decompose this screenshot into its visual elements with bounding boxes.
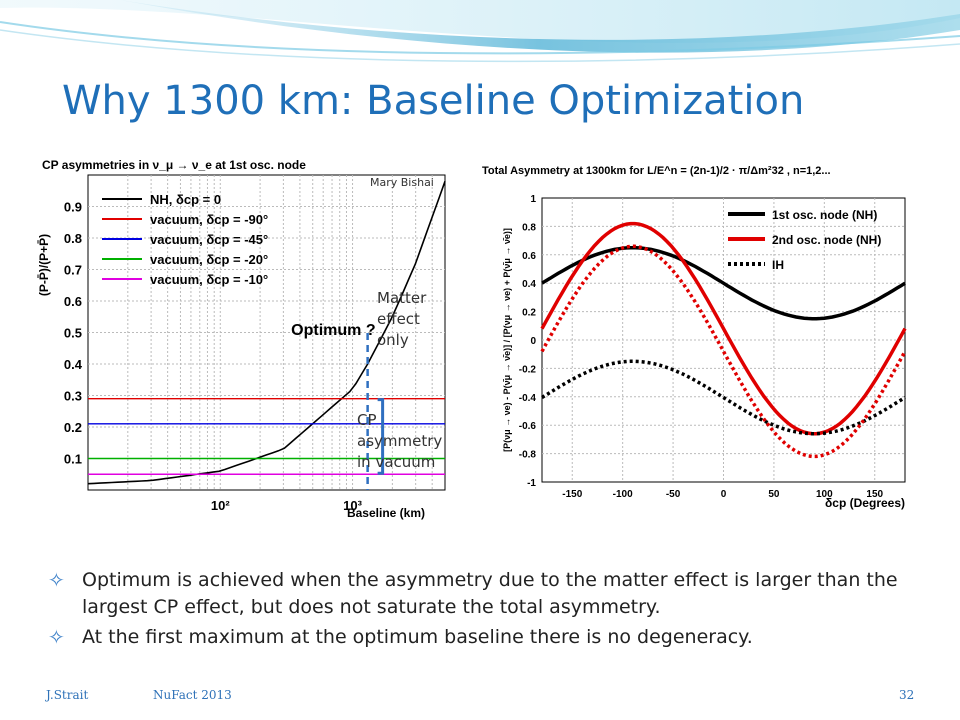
y-tick-label: -1 bbox=[527, 478, 536, 489]
y-tick-label: 1 bbox=[530, 194, 536, 205]
y-tick-label: -0.8 bbox=[519, 450, 537, 461]
series-line bbox=[541, 359, 906, 436]
cp-bracket bbox=[377, 398, 385, 475]
y-tick-label: 0.5 bbox=[64, 326, 82, 341]
x-tick-label: 100 bbox=[816, 489, 833, 500]
y-tick-label: -0.4 bbox=[519, 393, 537, 404]
y-tick-label: 0.7 bbox=[64, 263, 82, 278]
y-tick-label: 0.8 bbox=[64, 231, 82, 246]
series-line bbox=[540, 244, 907, 459]
legend-label: vacuum, δcp = -45° bbox=[150, 232, 268, 247]
y-tick-label: 0.6 bbox=[64, 294, 82, 309]
legend-label: vacuum, δcp = -90° bbox=[150, 212, 268, 227]
x-axis-label: δcp (Degrees) bbox=[825, 496, 905, 510]
x-tick-label: 10³ bbox=[343, 498, 362, 513]
legend-label: vacuum, δcp = -10° bbox=[150, 272, 268, 287]
y-tick-label: 0 bbox=[530, 336, 536, 347]
x-tick-label: -50 bbox=[666, 489, 681, 500]
bullet-list: ✧ Optimum is achieved when the asymmetry… bbox=[44, 567, 934, 654]
footer-page-number: 32 bbox=[899, 688, 915, 702]
y-axis-label: [P(νμ → νe) - P(ν̄μ → ν̄e)] / [P(νμ → νe… bbox=[502, 228, 512, 452]
cp-vacuum-line: asymmetry bbox=[357, 432, 443, 450]
matter-effect-line: only bbox=[377, 331, 409, 349]
y-tick-label: 0.2 bbox=[522, 308, 536, 319]
series-line bbox=[540, 221, 907, 436]
x-tick-label: 0 bbox=[721, 489, 727, 500]
cp-vacuum-line: in vacuum bbox=[357, 453, 436, 471]
four-point-star-icon: ✧ bbox=[48, 568, 65, 592]
bullet-item: ✧ At the first maximum at the optimum ba… bbox=[44, 624, 934, 651]
y-tick-label: 0.9 bbox=[64, 200, 82, 215]
chart-background bbox=[30, 155, 460, 527]
legend-label: 2nd osc. node (NH) bbox=[772, 233, 881, 247]
x-tick-label: 50 bbox=[768, 489, 780, 500]
series-line bbox=[87, 181, 446, 485]
header-swoosh-decoration bbox=[0, 0, 960, 63]
footer-author: J.Strait bbox=[46, 688, 89, 702]
y-tick-label: 0.4 bbox=[522, 279, 536, 290]
x-tick-label: 10² bbox=[211, 498, 230, 513]
series-line bbox=[541, 245, 906, 321]
x-tick-label: -100 bbox=[613, 489, 633, 500]
matter-effect-line: Matter bbox=[377, 289, 427, 307]
matter-effect-line: effect bbox=[377, 310, 420, 328]
x-tick-label: 150 bbox=[866, 489, 883, 500]
total-asymmetry-chart: -1 -0.8 -0.6 -0.4 -0.2 0 0.2 0.4 0.6 0.8 1 -150 -100… bbox=[470, 152, 910, 524]
baseline-asymmetry-chart: 0.1 0.2 0.3 0.4 0.5 0.6 0.7 0.8 0.9 10² 10³ CP asym… bbox=[30, 155, 460, 527]
x-axis-label: Baseline (km) bbox=[347, 506, 425, 520]
chart-title: Total Asymmetry at 1300km for L/E^n = (2… bbox=[482, 165, 831, 177]
bullet-text: At the first maximum at the optimum base… bbox=[82, 626, 753, 648]
x-tick-label: -150 bbox=[562, 489, 582, 500]
bullet-item: ✧ Optimum is achieved when the asymmetry… bbox=[44, 567, 934, 621]
chart-title: CP asymmetries in ν_μ → ν_e at 1st osc. … bbox=[42, 158, 306, 172]
legend-label: 1st osc. node (NH) bbox=[772, 208, 877, 222]
optimum-label: Optimum ? bbox=[291, 322, 375, 339]
slide-title: Why 1300 km: Baseline Optimization bbox=[62, 78, 805, 124]
legend-label: vacuum, δcp = -20° bbox=[150, 252, 268, 267]
bullet-text: Optimum is achieved when the asymmetry d… bbox=[82, 569, 898, 618]
legend-label: NH, δcp = 0 bbox=[150, 192, 221, 207]
y-tick-label: 0.6 bbox=[522, 251, 536, 262]
y-tick-label: 0.3 bbox=[64, 389, 82, 404]
y-axis-label: (P-P̄)/(P+P̄) bbox=[37, 234, 51, 296]
four-point-star-icon: ✧ bbox=[48, 625, 65, 649]
y-tick-label: -0.6 bbox=[519, 421, 537, 432]
cp-vacuum-line: CP bbox=[357, 411, 377, 429]
chart-background bbox=[470, 152, 910, 524]
credit-text: Mary Bishai bbox=[370, 176, 434, 189]
y-tick-label: 0.8 bbox=[522, 222, 536, 233]
matter-effect-annotation: Matter effect only bbox=[377, 288, 426, 351]
cp-vacuum-annotation: CP asymmetry in vacuum bbox=[357, 410, 442, 473]
y-tick-label: 0.1 bbox=[64, 452, 82, 467]
footer-conference: NuFact 2013 bbox=[153, 688, 232, 702]
legend-label: IH bbox=[772, 258, 784, 272]
y-tick-label: 0.4 bbox=[64, 357, 83, 372]
y-tick-label: -0.2 bbox=[519, 364, 537, 375]
y-tick-label: 0.2 bbox=[64, 420, 82, 435]
